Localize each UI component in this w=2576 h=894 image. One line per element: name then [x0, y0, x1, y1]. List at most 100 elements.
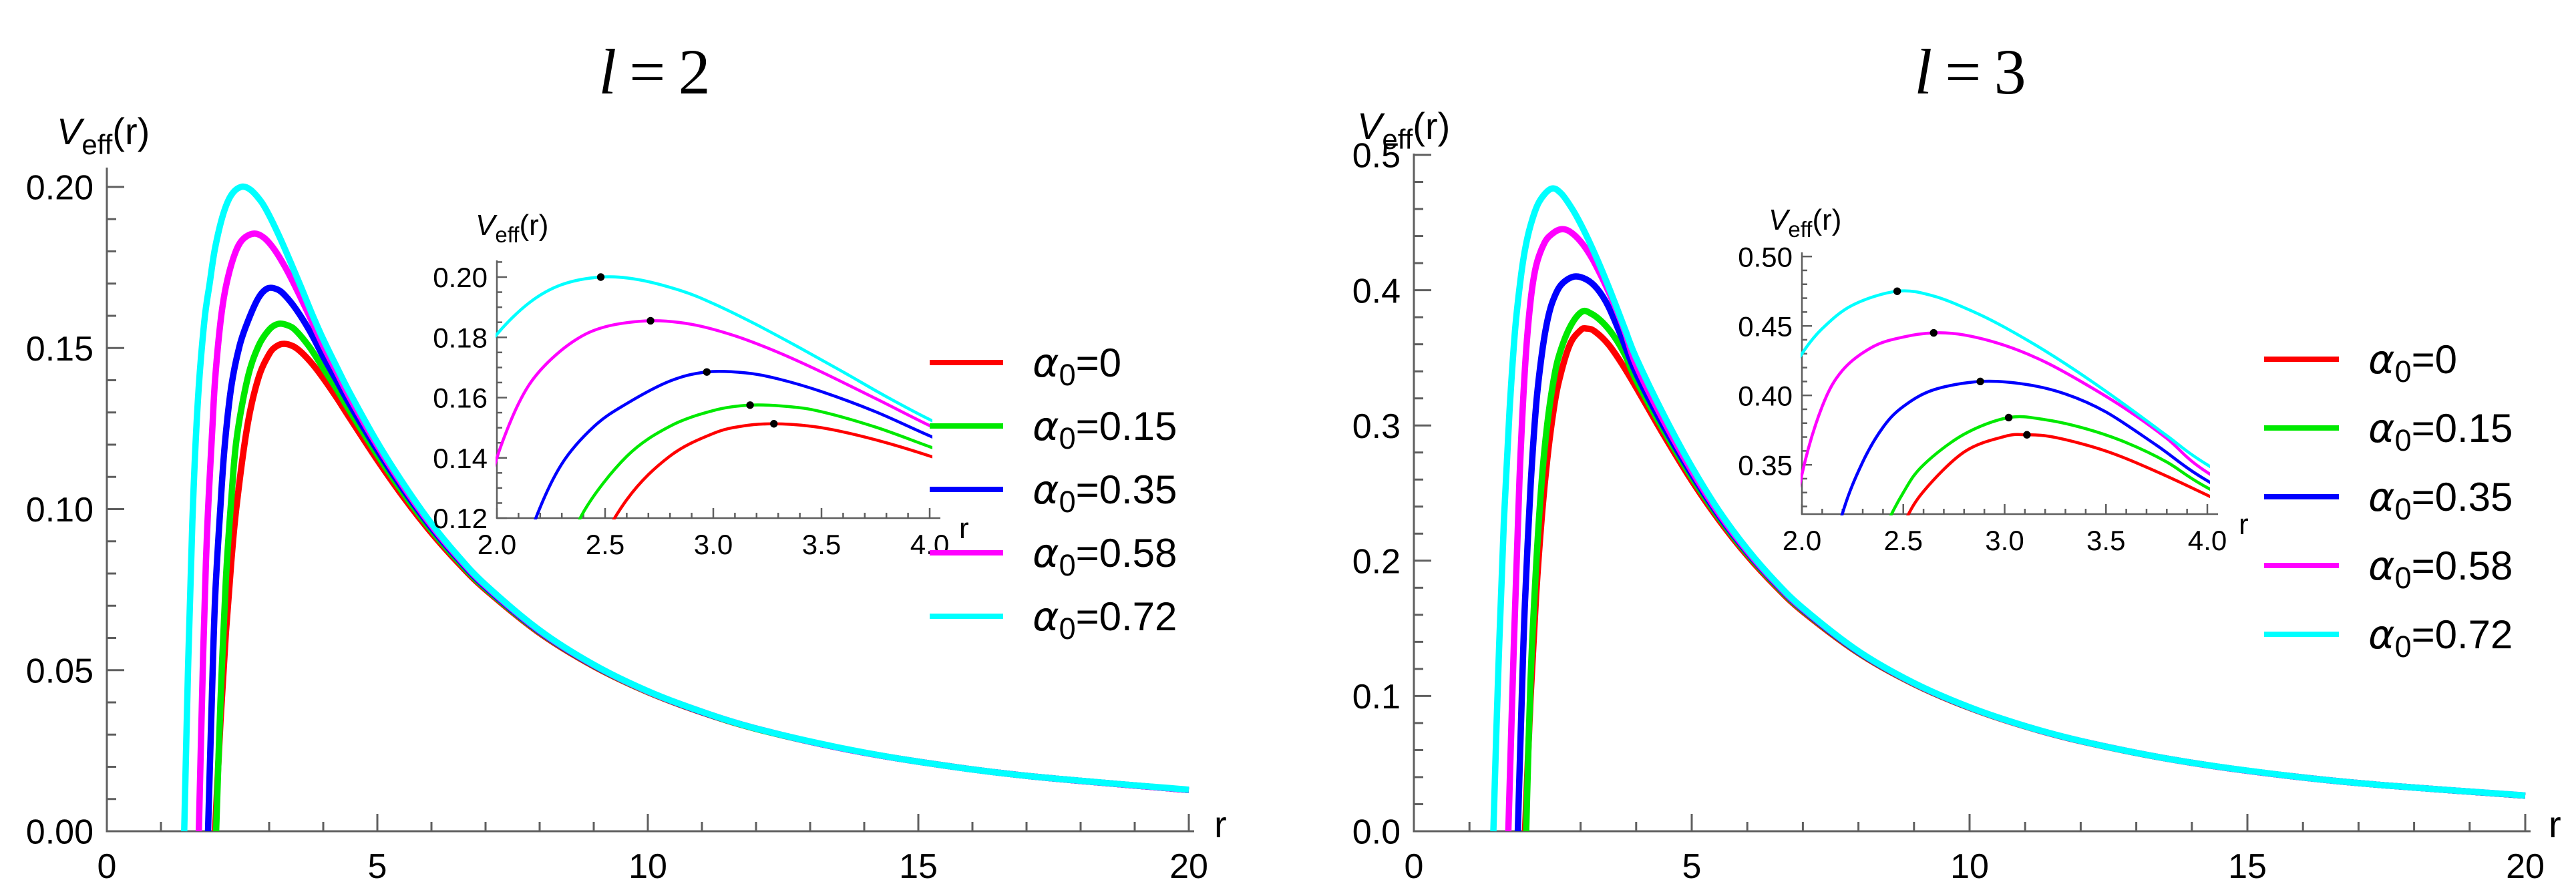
- legend-label: α0=0: [1033, 340, 1121, 392]
- legend-entry: α0=0.15: [2264, 405, 2513, 457]
- chart-panels: l = 20.000.050.100.150.200 5 10 15 20rVeff(r…: [26, 36, 2561, 886]
- inset-curve-alpha0-0.58: [1801, 331, 2210, 488]
- legend-label: α0=0: [2368, 337, 2457, 389]
- x-tick-label: 5: [368, 847, 387, 886]
- legend-entry: α0=0.58: [2264, 543, 2513, 595]
- inset-curve-alpha0-0.35: [1840, 379, 2210, 515]
- peak-marker: [1976, 377, 1984, 386]
- legend-label: α0=0.58: [1033, 530, 1177, 582]
- peak-marker: [596, 273, 605, 281]
- x-axis-title: r: [2549, 803, 2561, 845]
- x-tick-label: 15: [899, 847, 938, 886]
- panel-l2: l = 20.000.050.100.150.200 5 10 15 20rVeff(r…: [26, 36, 1227, 886]
- y-tick-label: 0.00: [26, 813, 94, 852]
- y-tick-label: 0.20: [26, 169, 94, 208]
- panel-l3: l = 30.00.10.20.30.40.50 5 10 15 20rVeff(r)0…: [1352, 36, 2561, 886]
- inset-x-axis-title: r: [959, 512, 969, 545]
- peak-marker: [770, 420, 778, 428]
- y-tick-label: 0.10: [26, 491, 94, 529]
- inset-curve-alpha0-0.15: [578, 403, 932, 519]
- legend-label: α0=0.35: [2368, 474, 2513, 526]
- curve-alpha0-0.72: [1490, 185, 2526, 832]
- legend-label: α0=0.58: [2368, 543, 2513, 595]
- inset-x-tick-label: 3.0: [1985, 525, 2024, 556]
- inset-y-tick-label: 0.12: [433, 503, 488, 534]
- legend-entry: α0=0.15: [930, 403, 1177, 455]
- legend-label: α0=0.15: [2368, 405, 2513, 457]
- inset-y-tick-label: 0.45: [1738, 310, 1793, 342]
- inset-curve-alpha0-0.15: [1889, 415, 2210, 515]
- panel-title: l = 3: [1914, 36, 2026, 107]
- inset-curves: [496, 275, 932, 519]
- y-axis-title: Veff(r): [57, 110, 150, 160]
- x-tick-label: 0: [98, 847, 117, 886]
- y-tick-label: 0.1: [1352, 678, 1401, 716]
- inset-curve-alpha0-0.35: [534, 369, 932, 519]
- inset-x-tick-label: 2.5: [586, 529, 624, 560]
- inset-y-tick-label: 0.35: [1738, 449, 1793, 481]
- legend-label: α0=0.72: [2368, 612, 2513, 664]
- y-tick-label: 0.15: [26, 330, 94, 369]
- curve-alpha0-0.72: [181, 183, 1189, 832]
- legend: α0=0 α0=0.15 α0=0.35 α0=0.58 α0=0.72: [930, 340, 1177, 646]
- inset-curve-alpha0-0.58: [496, 319, 932, 468]
- x-axis-title: r: [1214, 803, 1227, 845]
- x-tick-label: 20: [1169, 847, 1208, 886]
- inset-x-tick-label: 3.5: [2086, 525, 2125, 556]
- inset-x-tick-label: 4.0: [2188, 525, 2227, 556]
- inset-y-tick-label: 0.50: [1738, 241, 1793, 272]
- curves: [181, 183, 1189, 832]
- curves: [1490, 185, 2526, 832]
- peak-marker: [2004, 413, 2013, 422]
- x-tick-label: 5: [1682, 847, 1702, 886]
- legend: α0=0 α0=0.15 α0=0.35 α0=0.58 α0=0.72: [2264, 337, 2513, 664]
- peak-marker: [746, 401, 754, 409]
- x-tick-label: 15: [2228, 847, 2267, 886]
- peak-marker: [1893, 287, 1901, 295]
- inset-x-tick-label: 2.0: [478, 529, 516, 560]
- inset-x-tick-label: 3.5: [802, 529, 841, 560]
- peak-marker: [2023, 431, 2031, 439]
- inset-curves: [1801, 289, 2210, 515]
- legend-label: α0=0.15: [1033, 403, 1177, 455]
- inset-y-axis-title: Veff(r): [476, 209, 548, 247]
- peak-marker: [703, 368, 711, 376]
- inset-y-tick-label: 0.16: [433, 383, 488, 414]
- inset-x-tick-label: 2.5: [1884, 525, 1923, 556]
- inset-y-axis-title: Veff(r): [1769, 204, 1841, 242]
- inset-curve-alpha0-0.72: [496, 275, 932, 423]
- inset: 0.120.140.160.180.202.0 2.5 3.0 3.5 4.0 rVeff…: [433, 209, 969, 560]
- y-tick-label: 0.5: [1352, 137, 1401, 176]
- inset-curve-alpha0-0: [1906, 433, 2210, 515]
- legend-entry: α0=0.58: [930, 530, 1177, 582]
- panel-title: l = 2: [598, 36, 710, 107]
- inset-curve-alpha0-0: [612, 422, 932, 519]
- legend-entry: α0=0.72: [930, 594, 1177, 646]
- inset-x-tick-label: 3.0: [694, 529, 733, 560]
- inset-x-axis-title: r: [2239, 508, 2249, 541]
- legend-entry: α0=0.72: [2264, 612, 2513, 664]
- legend-entry: α0=0: [2264, 337, 2457, 389]
- inset-x-tick-label: 2.0: [1783, 525, 1821, 556]
- y-tick-label: 0.3: [1352, 407, 1401, 446]
- y-axis-title: Veff(r): [1357, 105, 1450, 155]
- inset-y-tick-label: 0.18: [433, 322, 488, 353]
- legend-entry: α0=0.35: [2264, 474, 2513, 526]
- y-tick-label: 0.0: [1352, 813, 1401, 852]
- inset-y-tick-label: 0.14: [433, 443, 488, 474]
- inset-y-tick-label: 0.20: [433, 262, 488, 293]
- legend-entry: α0=0: [930, 340, 1121, 392]
- x-tick-label: 20: [2506, 847, 2545, 886]
- inset-y-tick-label: 0.40: [1738, 380, 1793, 411]
- x-tick-label: 0: [1405, 847, 1424, 886]
- legend-entry: α0=0.35: [930, 467, 1177, 519]
- y-tick-label: 0.2: [1352, 543, 1401, 582]
- x-tick-label: 10: [628, 847, 667, 886]
- y-tick-label: 0.4: [1352, 272, 1401, 310]
- legend-label: α0=0.72: [1033, 594, 1177, 646]
- inset: 0.35 0.40 0.45 0.50 2.0 2.5 3.0 3.5 4.0 r Veff(r): [1738, 204, 2249, 556]
